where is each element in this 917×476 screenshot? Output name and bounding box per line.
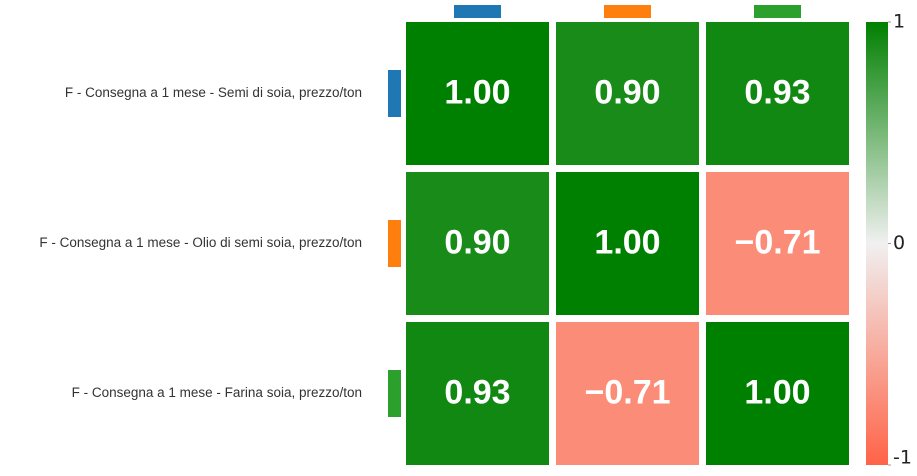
- cell-label: 0.90: [444, 223, 510, 261]
- cell-label: 0.93: [744, 73, 810, 111]
- cell: [706, 172, 849, 315]
- column-marker: [454, 5, 501, 18]
- colorbar-tick-label: -1: [893, 447, 912, 469]
- cell: [706, 322, 849, 465]
- row-marker: [388, 220, 401, 267]
- row-label: F - Consegna a 1 mese - Semi di soia, pr…: [65, 85, 362, 100]
- cell: [556, 22, 699, 165]
- colorbar: [866, 22, 888, 465]
- cell: [556, 172, 699, 315]
- colorbar-tick-label: 0: [893, 232, 905, 254]
- cell: [406, 322, 549, 465]
- cell-label: −0.71: [734, 223, 820, 261]
- cell-label: 1.00: [744, 373, 810, 411]
- cell-label: 1.00: [594, 223, 660, 261]
- row-marker: [388, 70, 401, 117]
- colorbar-tick-label: 1: [893, 11, 905, 33]
- cell-label: 0.93: [444, 373, 510, 411]
- cell: [706, 22, 849, 165]
- row-marker: [388, 370, 401, 417]
- cell: [556, 322, 699, 465]
- row-label: F - Consegna a 1 mese - Olio di semi soi…: [39, 235, 362, 250]
- cell: [406, 172, 549, 315]
- column-marker: [604, 5, 651, 18]
- cell-label: 1.00: [444, 73, 510, 111]
- column-marker: [754, 5, 801, 18]
- cell: [406, 22, 549, 165]
- row-label: F - Consegna a 1 mese - Farina soia, pre…: [72, 385, 362, 400]
- cell-label: 0.90: [594, 73, 660, 111]
- cell-label: −0.71: [584, 373, 670, 411]
